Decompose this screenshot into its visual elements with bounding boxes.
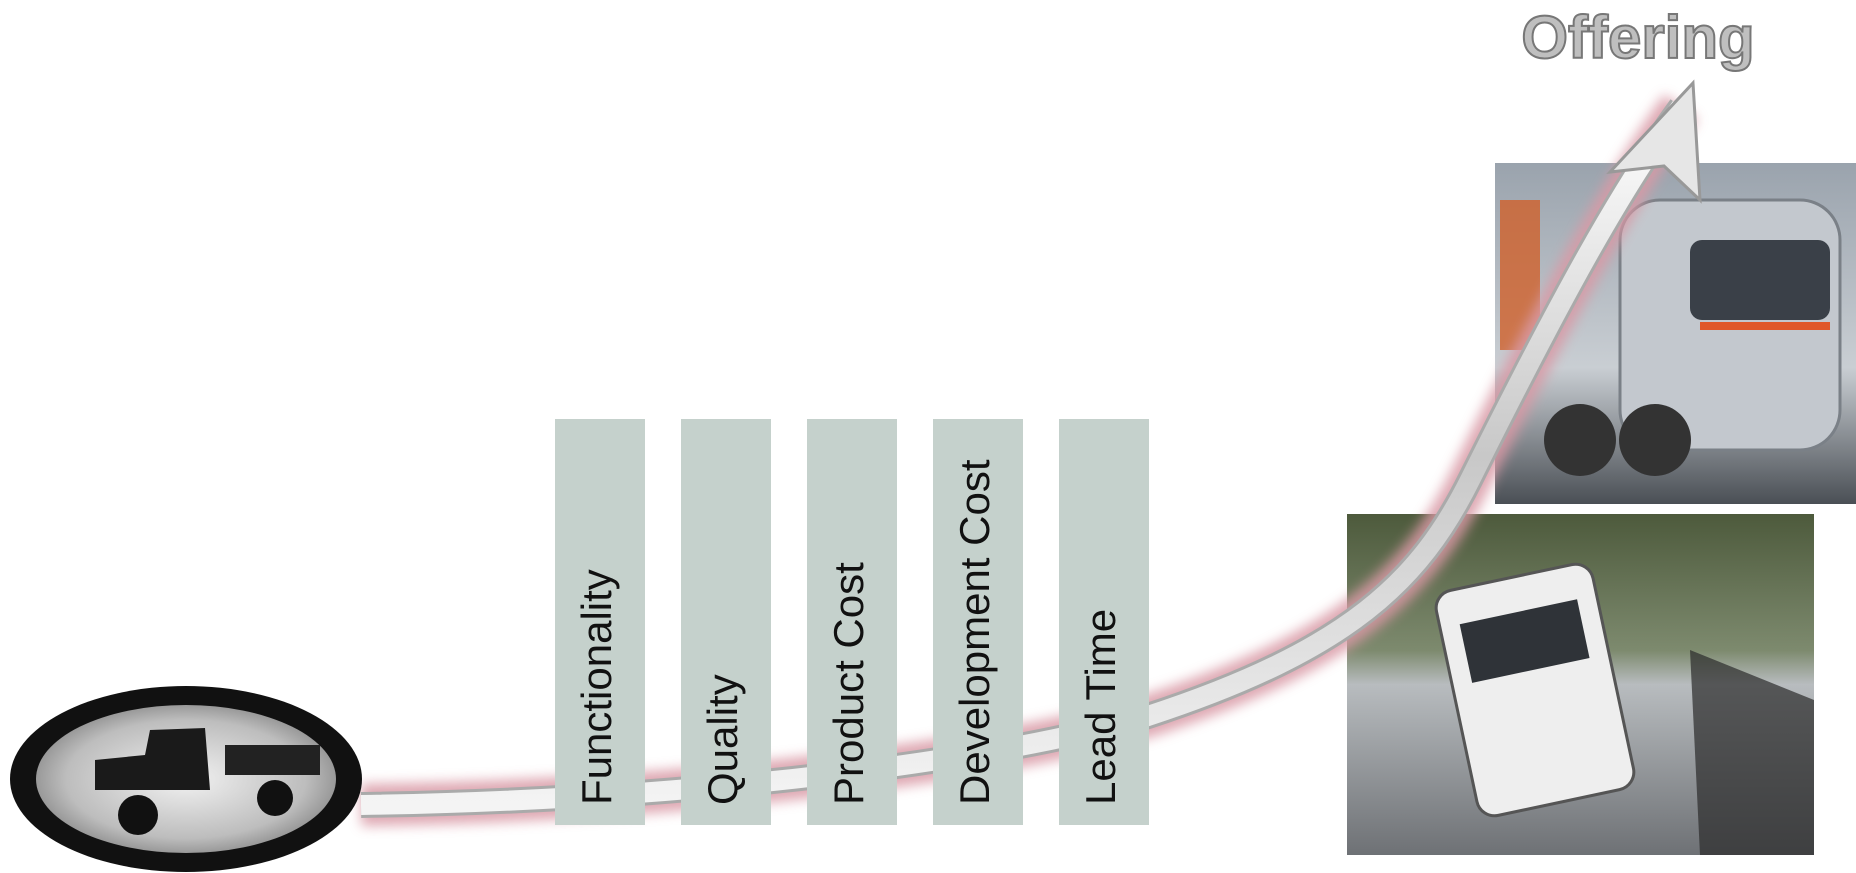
factor-label: Quality <box>699 674 746 805</box>
factor-box <box>1059 419 1149 825</box>
factor-label: Product Cost <box>825 562 872 805</box>
factor-label: Development Cost <box>951 459 998 805</box>
modern-truck-photo <box>1347 514 1814 855</box>
arrow-head <box>1606 79 1702 204</box>
factor-box <box>555 419 645 825</box>
old-truck-emblem <box>10 686 362 872</box>
factor-box <box>933 419 1023 825</box>
factor-box <box>807 419 897 825</box>
factor-box <box>681 419 771 825</box>
factor-label: Lead Time <box>1077 609 1124 805</box>
factor-label: Functionality <box>573 569 620 805</box>
diagram-title: Offering <box>1521 4 1754 71</box>
future-truck-photo <box>1495 163 1856 504</box>
